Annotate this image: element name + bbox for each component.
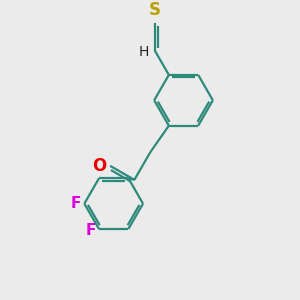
Text: O: O bbox=[93, 157, 107, 175]
Text: S: S bbox=[149, 2, 161, 20]
Text: F: F bbox=[85, 223, 96, 238]
Text: H: H bbox=[138, 45, 149, 59]
Text: F: F bbox=[70, 196, 81, 211]
